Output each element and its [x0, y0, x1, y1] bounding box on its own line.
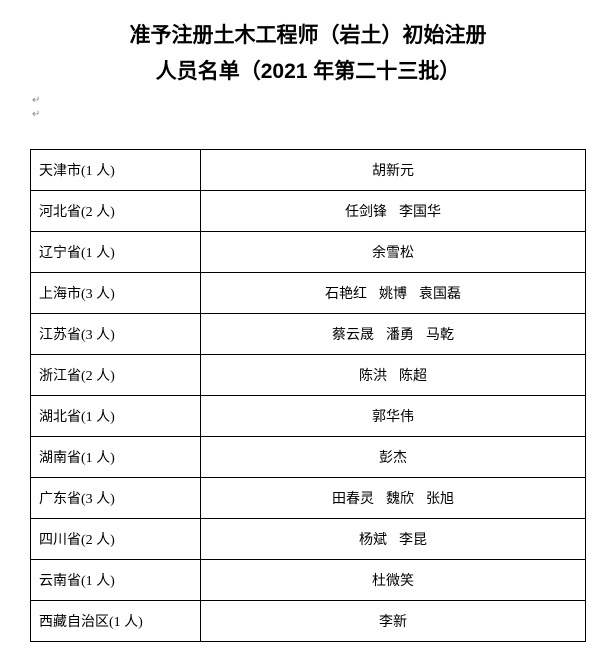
region-cell: 上海市(3 人) — [31, 273, 201, 314]
person-name: 马乾 — [426, 324, 454, 344]
person-name: 胡新元 — [372, 160, 414, 180]
names-cell: 郭华伟 — [201, 396, 586, 437]
names-cell: 任剑锋李国华 — [201, 191, 586, 232]
names-cell: 石艳红姚博袁国磊 — [201, 273, 586, 314]
person-name: 潘勇 — [386, 324, 414, 344]
region-cell: 广东省(3 人) — [31, 478, 201, 519]
person-name: 彭杰 — [379, 447, 407, 467]
table-row: 天津市(1 人) 胡新元 — [31, 150, 586, 191]
table-row: 广东省(3 人)田春灵魏欣张旭 — [31, 478, 586, 519]
table-row: 云南省(1 人) 杜微笑 — [31, 560, 586, 601]
region-cell: 西藏自治区(1 人) — [31, 601, 201, 642]
table-row: 河北省(2 人)任剑锋李国华 — [31, 191, 586, 232]
person-name: 杨斌 — [359, 529, 387, 549]
person-name: 姚博 — [379, 283, 407, 303]
table-row: 湖北省(1 人) 郭华伟 — [31, 396, 586, 437]
person-name: 袁国磊 — [419, 283, 461, 303]
person-name: 杜微笑 — [372, 570, 414, 590]
region-cell: 湖南省(1 人) — [31, 437, 201, 478]
names-cell: 余雪松 — [201, 232, 586, 273]
table-row: 西藏自治区(1 人) 李新 — [31, 601, 586, 642]
names-cell: 胡新元 — [201, 150, 586, 191]
names-cell: 田春灵魏欣张旭 — [201, 478, 586, 519]
person-name: 余雪松 — [372, 242, 414, 262]
names-cell: 杨斌李昆 — [201, 519, 586, 560]
person-name: 石艳红 — [325, 283, 367, 303]
paragraph-mark: ↵ — [30, 109, 586, 123]
region-cell: 天津市(1 人) — [31, 150, 201, 191]
names-cell: 李新 — [201, 601, 586, 642]
names-cell: 陈洪陈超 — [201, 355, 586, 396]
person-name: 魏欣 — [386, 488, 414, 508]
paragraph-mark: ↵ — [30, 95, 586, 109]
person-name: 陈超 — [399, 365, 427, 385]
table-row: 辽宁省(1 人) 余雪松 — [31, 232, 586, 273]
region-cell: 浙江省(2 人) — [31, 355, 201, 396]
person-name: 李国华 — [399, 201, 441, 221]
region-cell: 四川省(2 人) — [31, 519, 201, 560]
person-name: 李新 — [379, 611, 407, 631]
table-row: 上海市(3 人)石艳红姚博袁国磊 — [31, 273, 586, 314]
person-name: 田春灵 — [332, 488, 374, 508]
title-line1: 准予注册土木工程师（岩土）初始注册 — [130, 24, 487, 47]
spacer: ↵ — [30, 109, 586, 149]
person-name: 陈洪 — [359, 365, 387, 385]
person-name: 郭华伟 — [372, 406, 414, 426]
region-cell: 辽宁省(1 人) — [31, 232, 201, 273]
table-row: 湖南省(1 人) 彭杰 — [31, 437, 586, 478]
names-cell: 杜微笑 — [201, 560, 586, 601]
region-cell: 江苏省(3 人) — [31, 314, 201, 355]
person-name: 李昆 — [399, 529, 427, 549]
document-title: 准予注册土木工程师（岩土）初始注册 人员名单（2021 年第二十三批） — [30, 18, 586, 89]
title-line2: 人员名单（2021 年第二十三批） — [156, 60, 461, 83]
person-name: 蔡云晟 — [332, 324, 374, 344]
table-row: 江苏省(3 人)蔡云晟潘勇马乾 — [31, 314, 586, 355]
region-cell: 云南省(1 人) — [31, 560, 201, 601]
region-cell: 湖北省(1 人) — [31, 396, 201, 437]
table-row: 浙江省(2 人)陈洪陈超 — [31, 355, 586, 396]
names-cell: 蔡云晟潘勇马乾 — [201, 314, 586, 355]
names-cell: 彭杰 — [201, 437, 586, 478]
roster-table: 天津市(1 人)胡新元河北省(2 人)任剑锋李国华辽宁省(1 人)余雪松上海市(… — [30, 149, 586, 642]
person-name: 任剑锋 — [345, 201, 387, 221]
table-row: 四川省(2 人)杨斌李昆 — [31, 519, 586, 560]
person-name: 张旭 — [426, 488, 454, 508]
region-cell: 河北省(2 人) — [31, 191, 201, 232]
